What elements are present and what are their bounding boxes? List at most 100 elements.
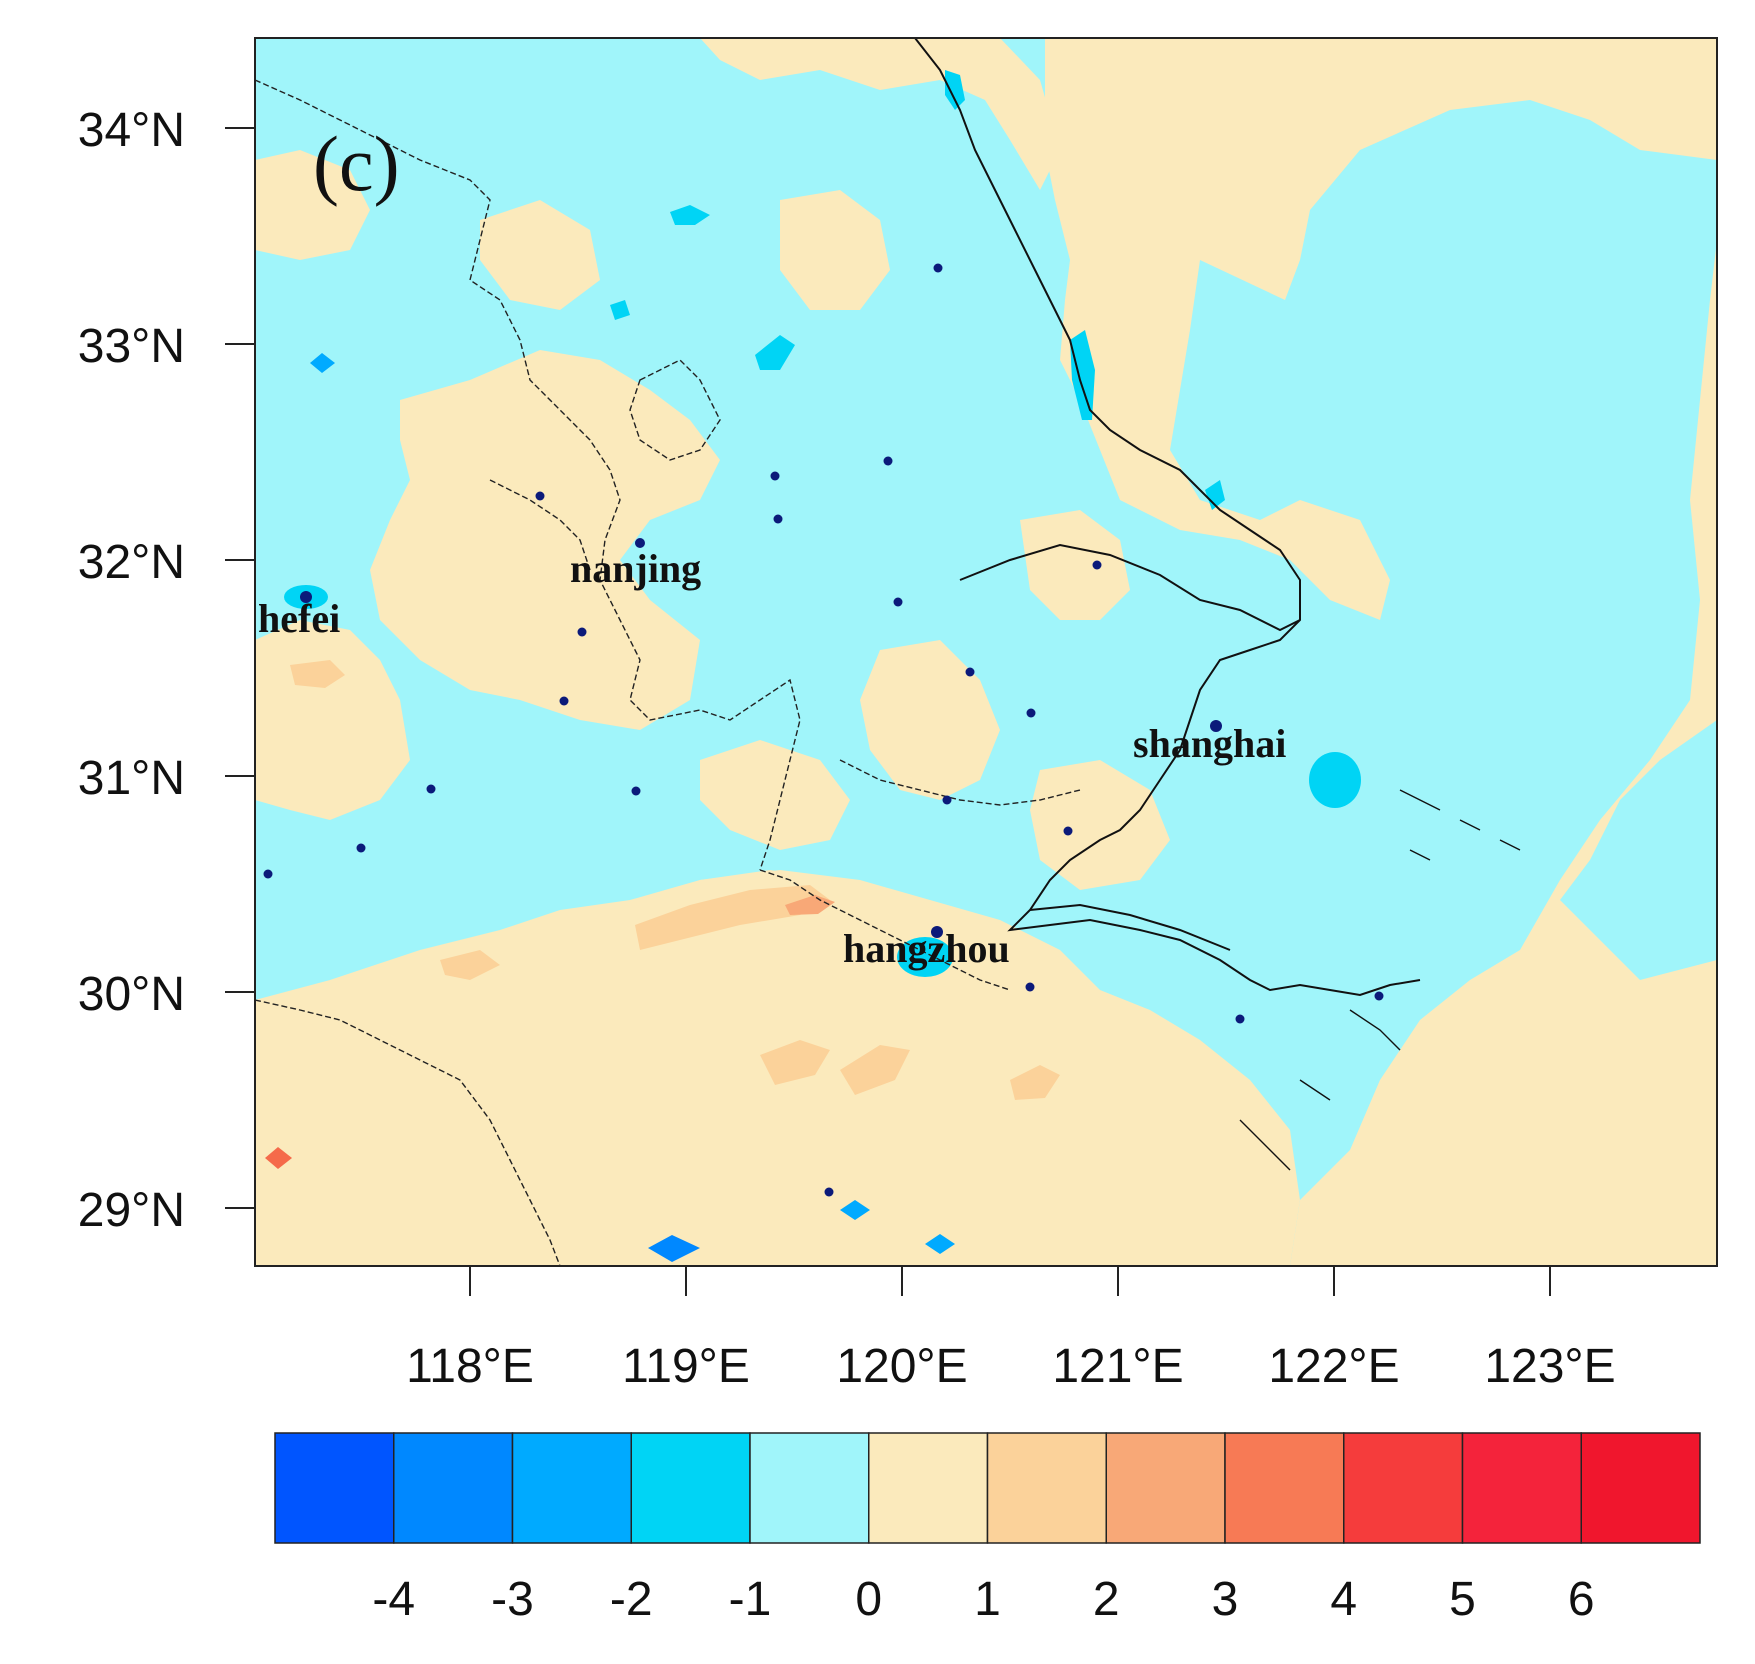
negative-patch-1 [670,205,710,225]
negative-patch-3 [1205,480,1225,510]
colorbar-tick-label: -2 [610,1573,653,1626]
province-border-3 [759,869,1011,991]
city-label-hefei: hefei [258,596,340,641]
contour-field [255,38,1717,1266]
colorbar-swatch [630,1432,751,1544]
city-label-hangzhou: hangzhou [843,926,1010,971]
negative-patch-hangzhou [897,937,953,977]
panel-label: (c) [313,120,400,207]
positive-region-north-mid [480,200,600,310]
colorbar-tick-label: 1 [974,1573,1001,1626]
lon-label-119: 119°E [622,1340,750,1393]
station-dot [1063,826,1073,836]
station-dot [1025,982,1035,992]
boundaries [255,38,1521,1266]
station-dot [426,784,436,794]
positive-region-north-west [255,150,370,260]
station-dot [931,926,943,938]
station-dot [1374,991,1384,1001]
positive-mid-patch-6 [440,950,500,980]
positive-region-east-sea [1045,38,1717,620]
lat-label-31: 31°N [78,752,185,805]
colorbar-tick-label: -3 [491,1573,534,1626]
colorbar-swatch [274,1432,395,1544]
colorbar-tick-label: 3 [1212,1573,1239,1626]
lon-label-120: 120°E [836,1340,967,1393]
positive-mid-patch-4 [840,1045,910,1095]
colorbar-swatch [1343,1432,1464,1544]
colorbar-tick-label: 6 [1568,1573,1595,1626]
station-dot [1026,708,1036,718]
station-dot [263,869,273,879]
positive-mid-patch-3 [760,1040,830,1085]
positive-mid-patch-1 [635,885,830,950]
colorbar-swatch [868,1432,989,1544]
colorbar-swatch [986,1432,1107,1544]
station-dot [942,795,952,805]
lat-tick-labels: 34°N 33°N 32°N 31°N 30°N 29°N [78,104,185,1237]
lon-tick-marks [469,1266,1551,1296]
city-label-nanjing: nanjing [570,546,701,591]
colorbar-swatch [1580,1432,1701,1544]
station-dot [770,471,780,481]
station-dot [883,456,893,466]
colorbar-tick-label: 2 [1093,1573,1120,1626]
positive-region-nanjing [370,350,720,730]
positive-region-east-land [1020,510,1130,620]
lat-label-34: 34°N [78,104,185,157]
station-dot [1235,1014,1245,1024]
station-dot [535,491,545,501]
province-border-1 [255,79,801,871]
station-dot [933,263,943,273]
negative-patch-blue-2 [648,1235,700,1262]
negative-patch-blue-4 [925,1234,955,1254]
negative-patch-coast [1070,330,1095,420]
positive-region-north-east [780,190,890,310]
lon-label-118: 118°E [406,1340,534,1393]
red-spot [265,1147,292,1169]
province-border-4 [629,359,721,461]
province-border-6 [489,479,591,571]
positive-region-north-coast [700,38,1060,190]
station-dot [577,627,587,637]
colorbar-tick-label: 4 [1330,1573,1357,1626]
lat-label-33: 33°N [78,320,185,373]
colorbar [274,1432,1701,1544]
station-dot [1092,560,1102,570]
colorbar-swatch [749,1432,870,1544]
station-dot [824,1187,834,1197]
hangzhou-bay [1029,903,1231,951]
station-dot [300,591,312,603]
positive-region-east-center [1030,760,1170,890]
islands-east [1239,789,1521,1171]
colorbar-swatch [393,1432,514,1544]
colorbar-tick-label: 0 [855,1573,882,1626]
station-dot [1210,720,1222,732]
station-dot [631,786,641,796]
negative-patch-blue-3 [840,1200,870,1220]
lat-label-29: 29°N [78,1184,185,1237]
yangtze-river [959,543,1301,632]
lon-tick-labels: 118°E 119°E 120°E 121°E 122°E 123°E [406,1340,1616,1393]
lat-label-32: 32°N [78,536,185,589]
station-dot [773,514,783,524]
lat-tick-marks [225,127,255,1209]
station-dot [559,696,569,706]
negative-patch-blue-1 [310,353,335,373]
station-dot [893,597,903,607]
negative-patch-4 [610,300,630,320]
positive-mid-patch-5 [1010,1065,1060,1100]
province-border-5 [839,759,1081,806]
colorbar-swatch [1224,1432,1345,1544]
colorbar-labels: -4 -3 -2 -1 0 1 2 3 4 5 6 [372,1573,1594,1626]
positive-region-sea-right [1290,240,1717,1266]
positive-region-sw [700,740,850,850]
plot-frame [254,37,1718,1267]
positive-mid-patch-2 [290,660,345,688]
lat-label-30: 30°N [78,968,185,1021]
station-dots [263,263,1384,1197]
lon-label-121: 121°E [1052,1340,1183,1393]
coastline [914,38,1421,997]
negative-patch-north [945,70,965,110]
